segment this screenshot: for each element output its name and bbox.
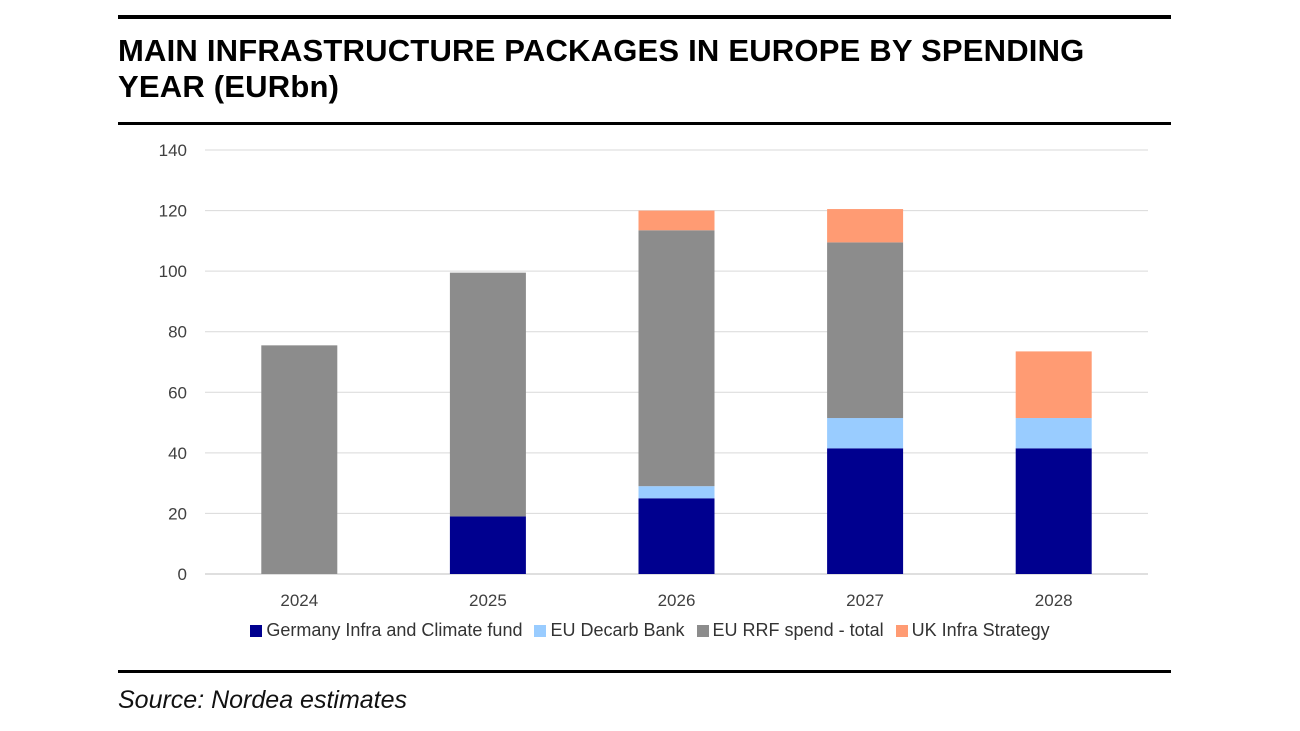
bar-segment <box>638 486 715 499</box>
bar-segment <box>827 209 904 243</box>
legend-item: Germany Infra and Climate fund <box>250 620 522 641</box>
chart-title: MAIN INFRASTRUCTURE PACKAGES IN EUROPE B… <box>118 33 1085 104</box>
x-tick-label: 2027 <box>846 591 884 610</box>
y-tick-label: 100 <box>159 262 187 281</box>
bottom-rule <box>118 670 1171 673</box>
source-note: Source: Nordea estimates <box>118 686 408 714</box>
bar-segment <box>449 272 526 517</box>
x-tick-label: 2028 <box>1035 591 1073 610</box>
legend-item: EU Decarb Bank <box>534 620 685 641</box>
y-tick-label: 120 <box>159 202 187 221</box>
y-tick-label: 60 <box>168 383 187 402</box>
x-tick-label: 2026 <box>658 591 696 610</box>
bar-segment <box>261 345 338 574</box>
bar-segment <box>638 498 715 574</box>
legend-label: Germany Infra and Climate fund <box>266 620 523 640</box>
y-tick-label: 80 <box>168 323 187 342</box>
bar-segment <box>1015 448 1092 574</box>
y-tick-label: 40 <box>168 444 187 463</box>
top-rule <box>118 15 1171 19</box>
bar-segment <box>449 516 526 574</box>
x-tick-label: 2024 <box>280 591 318 610</box>
bar-segment <box>1015 351 1092 419</box>
y-tick-label: 140 <box>159 141 187 160</box>
legend-swatch <box>250 624 263 637</box>
legend-item: UK Infra Strategy <box>895 620 1050 641</box>
y-axis-ticks: 0 20 40 60 80 100 120 140 <box>159 141 187 584</box>
bar-segment <box>827 448 904 574</box>
x-tick-label: 2025 <box>469 591 507 610</box>
legend-swatch <box>534 624 547 637</box>
x-axis-ticks: 2024 2025 2026 2027 2028 <box>280 591 1072 610</box>
y-tick-label: 20 <box>168 504 187 523</box>
legend-swatch <box>696 624 709 637</box>
title-rule <box>118 122 1171 125</box>
legend-label: EU Decarb Bank <box>550 620 685 640</box>
bars <box>261 209 1092 574</box>
legend-label: EU RRF spend - total <box>712 620 884 640</box>
legend-label: UK Infra Strategy <box>911 620 1050 640</box>
bar-segment <box>1015 418 1092 449</box>
y-tick-label: 0 <box>178 565 187 584</box>
legend-item: EU RRF spend - total <box>696 620 884 641</box>
legend: Germany Infra and Climate fund EU Decarb … <box>0 620 1300 641</box>
bar-segment <box>827 418 904 449</box>
bar-segment <box>638 230 715 487</box>
bar-segment <box>638 210 715 231</box>
legend-swatch <box>895 624 908 637</box>
bar-segment <box>827 242 904 419</box>
